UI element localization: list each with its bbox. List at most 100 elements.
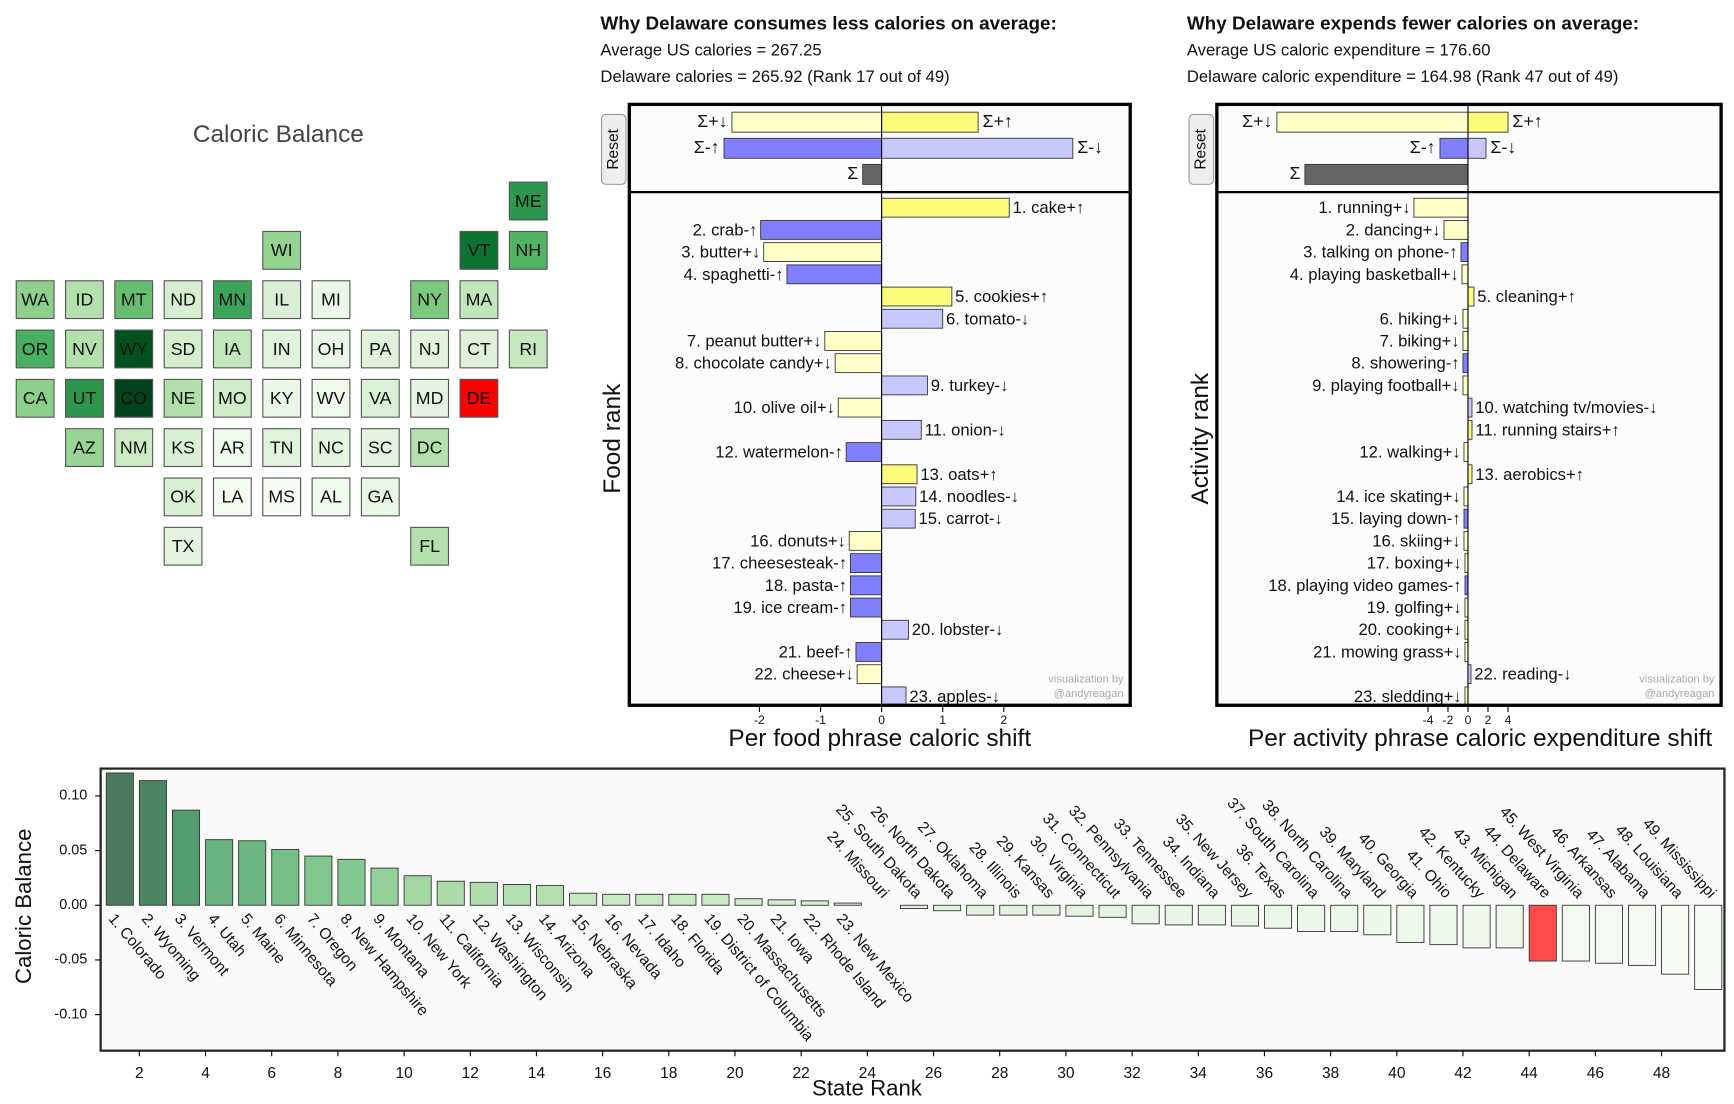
state-label: ID	[76, 289, 94, 309]
state-tile	[163, 280, 203, 320]
reset-button[interactable]: Reset	[600, 113, 627, 185]
state-label: AR	[220, 437, 245, 457]
rank-bar	[856, 664, 883, 685]
rank-bars: 1. cake+↑ 2. crab-↑ 3. butter+↓ 4. spaghett…	[675, 197, 1085, 706]
rank-label: 10. watching tv/movies-↓	[1475, 398, 1657, 417]
state-label: NH	[515, 240, 541, 260]
rank-bar	[1463, 531, 1469, 551]
panel-frame	[627, 102, 1132, 707]
bar	[1164, 904, 1193, 926]
plot-frame	[99, 767, 1726, 1052]
summary-label: Σ-↓	[1077, 137, 1103, 157]
rank-bar	[834, 353, 883, 374]
x-tick-label: 6	[267, 1065, 276, 1082]
x-tick-label: 8	[334, 1065, 343, 1082]
state-tile	[459, 329, 499, 369]
state-label: MO	[218, 388, 247, 408]
reset-button-box[interactable]	[600, 113, 627, 185]
state-label: CA	[23, 388, 48, 408]
bar	[536, 885, 565, 906]
reset-button-box[interactable]	[1188, 113, 1215, 185]
bar	[668, 893, 697, 906]
x-tick-label: 14	[528, 1065, 546, 1082]
rank-bar	[1463, 508, 1469, 529]
state-tile	[114, 378, 154, 418]
bar	[436, 880, 465, 906]
state-tile	[459, 378, 499, 418]
panel-title: Why Delaware expends fewer calories on a…	[1187, 13, 1639, 34]
rank-bar	[1462, 375, 1469, 396]
state-label: ND	[170, 289, 196, 309]
bar	[1462, 904, 1491, 949]
state-tile	[410, 428, 450, 468]
rank-bar	[1413, 197, 1469, 218]
state-label: MS	[268, 487, 295, 507]
rank-label: 1. cake+↑	[1013, 198, 1085, 217]
state-label: MN	[219, 289, 247, 309]
summary-label: Σ+↓	[697, 111, 727, 131]
rank-label: 9. playing football+↓	[1312, 376, 1460, 395]
x-tick-label: 42	[1454, 1065, 1471, 1082]
state-tile	[410, 526, 450, 566]
rank-bar	[881, 308, 944, 329]
rank-label: 6. hiking+↓	[1380, 309, 1460, 328]
bar	[767, 899, 796, 906]
bar	[701, 893, 730, 906]
bar	[1594, 904, 1623, 964]
state-tile	[311, 378, 351, 418]
x-tick-label: -1	[815, 713, 826, 727]
rank-label: 10. olive oil+↓	[734, 398, 835, 417]
rank-label: 14. noodles-↓	[919, 487, 1019, 506]
bar	[1264, 904, 1293, 929]
state-tile	[360, 329, 400, 369]
rank-label: 12. watermelon-↑	[715, 443, 843, 462]
state-tile	[212, 428, 252, 468]
rank-bar	[1462, 308, 1469, 329]
rank-bar	[850, 575, 883, 596]
bar	[1628, 904, 1657, 966]
rank-label: 19. ice cream-↑	[733, 598, 847, 617]
rank-bar	[1460, 242, 1469, 263]
rank-label: 13. aerobics+↑	[1475, 465, 1584, 484]
state-tile	[64, 280, 104, 320]
x-tick-label: 12	[462, 1065, 479, 1082]
state-label: NY	[417, 289, 442, 309]
bar	[138, 780, 167, 906]
rank-label: 8. showering-↑	[1351, 354, 1459, 373]
x-tick-label: 34	[1190, 1065, 1208, 1082]
summary-bar	[881, 111, 979, 133]
state-label: WV	[317, 388, 346, 408]
state-label: WI	[271, 240, 293, 260]
rank-bar	[1467, 419, 1473, 440]
rank-bar	[881, 197, 1010, 218]
state-label: OK	[170, 487, 196, 507]
rank-label: 18. pasta-↑	[765, 576, 847, 595]
state-label: SC	[368, 437, 393, 457]
rank-label: 5. cookies+↑	[955, 287, 1048, 306]
x-axis-label: Per activity phrase caloric expenditure …	[1248, 725, 1712, 752]
y-tick-label: 0.10	[59, 788, 87, 804]
state-tile	[311, 428, 351, 468]
bar	[1661, 904, 1690, 975]
bar	[304, 855, 333, 906]
state-label: NJ	[419, 339, 441, 359]
rank-label: 19. golfing+↓	[1367, 598, 1462, 617]
rank-label: 11. onion-↓	[925, 420, 1006, 439]
rank-label: 7. biking+↓	[1380, 331, 1460, 350]
summary-label: Σ-↑	[1410, 137, 1436, 157]
bar	[1131, 904, 1160, 925]
bar	[1363, 904, 1392, 936]
summary-bar	[1467, 111, 1509, 133]
x-tick-label: 30	[1057, 1065, 1075, 1082]
reset-button[interactable]: Reset	[1188, 113, 1215, 185]
state-label: AL	[320, 487, 342, 507]
reset-button-label[interactable]: Reset	[605, 128, 622, 169]
reset-button-label[interactable]: Reset	[1192, 128, 1209, 169]
state-tile	[410, 280, 450, 320]
state-tile	[212, 280, 252, 320]
map-title: Caloric Balance	[193, 121, 364, 148]
state-label: IA	[224, 339, 241, 359]
rank-bar	[1443, 220, 1469, 240]
x-tick-label: 36	[1256, 1065, 1273, 1082]
